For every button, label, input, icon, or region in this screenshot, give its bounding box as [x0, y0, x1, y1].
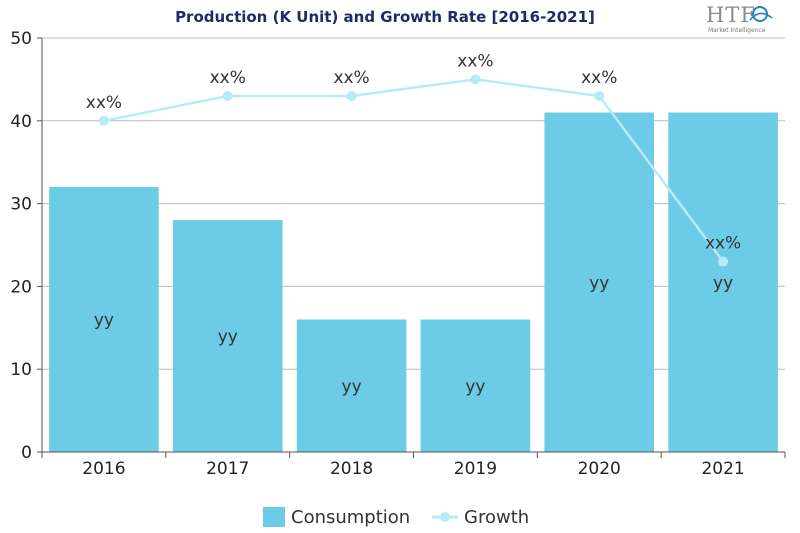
growth-value-label: xx% — [457, 51, 493, 71]
bar-value-label: yy — [589, 273, 609, 293]
y-tick-label: 50 — [10, 29, 32, 49]
legend-item-consumption[interactable]: Consumption — [263, 507, 410, 528]
bar-2020 — [544, 112, 655, 453]
growth-value-label: xx% — [581, 68, 617, 88]
bar-value-label: yy — [218, 327, 238, 347]
logo-swoosh-icon — [749, 12, 773, 21]
legend-item-growth[interactable]: Growth — [432, 507, 529, 528]
y-tick-label: 30 — [10, 195, 32, 215]
growth-point-2020 — [594, 90, 605, 101]
axes: 0 10 20 30 40 50 2016 2017 2018 2019 2020 2021 — [10, 29, 786, 479]
growth-point-2019 — [470, 74, 481, 85]
growth-point-2018 — [346, 90, 357, 101]
bar-value-label: yy — [94, 311, 114, 331]
data-labels: yy yy yy yy yy yy xx% xx% xx% xx% xx% xx% — [86, 51, 741, 396]
grid-lines — [42, 37, 785, 370]
legend-swatch-consumption — [263, 507, 285, 527]
growth-series-line — [103, 78, 725, 263]
growth-value-label: xx% — [86, 93, 122, 113]
x-tick-label: 2017 — [206, 459, 249, 479]
growth-point-2016 — [98, 115, 109, 126]
y-tick-label: 20 — [10, 277, 32, 297]
growth-point-2017 — [222, 90, 233, 101]
growth-value-label: xx% — [210, 68, 246, 88]
x-tick-label: 2016 — [82, 459, 125, 479]
bar-2016 — [49, 187, 159, 453]
x-tick-label: 2018 — [330, 459, 373, 479]
logo-subtitle: Market Intelligence — [708, 27, 766, 34]
y-tick-label: 10 — [10, 360, 32, 380]
growth-value-label: xx% — [705, 234, 741, 254]
bars — [49, 112, 778, 453]
x-tick-label: 2019 — [454, 459, 497, 479]
x-tick-label: 2020 — [578, 459, 621, 479]
chart-title: Production (K Unit) and Growth Rate [201… — [175, 8, 595, 26]
bar-value-label: yy — [713, 273, 733, 293]
logo-text: HTF — [706, 3, 756, 27]
x-tick-label: 2021 — [701, 459, 744, 479]
y-tick-label: 0 — [21, 443, 32, 463]
bar-2018 — [296, 319, 407, 452]
legend-marker-growth — [440, 512, 450, 522]
y-tick-label: 40 — [10, 112, 32, 132]
growth-line — [98, 74, 729, 267]
bar-value-label: yy — [342, 377, 362, 397]
bar-2019 — [420, 319, 531, 452]
htf-logo: HTF Market Intelligence — [706, 3, 773, 34]
growth-point-2021 — [718, 256, 729, 267]
bar-value-label: yy — [465, 377, 485, 397]
bar-2017 — [172, 220, 283, 452]
bar-2021 — [668, 112, 778, 453]
growth-value-label: xx% — [333, 68, 369, 88]
legend: Consumption Growth — [263, 507, 529, 528]
legend-label-consumption: Consumption — [291, 507, 410, 528]
legend-label-growth: Growth — [464, 507, 529, 528]
